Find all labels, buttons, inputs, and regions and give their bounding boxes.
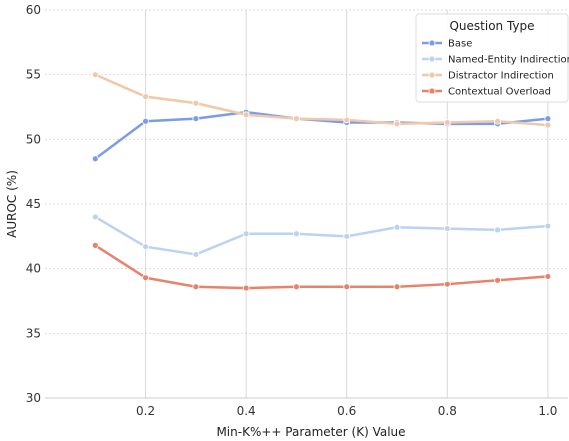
data-point	[494, 117, 501, 125]
legend-items: Base Named-Entity Indirection Distractor I…	[422, 39, 569, 98]
data-point	[494, 276, 501, 284]
data-point	[544, 273, 552, 280]
data-point	[443, 119, 451, 126]
series-contextual-overload	[91, 241, 552, 292]
legend-item: Distractor Indirection	[422, 71, 554, 82]
data-point	[393, 223, 401, 231]
legend-marker	[428, 39, 436, 47]
legend-title: Question Type	[449, 19, 534, 33]
x-axis-ticks: 0.2 0.4 0.6 0.8 1.0	[136, 404, 557, 418]
data-point	[142, 243, 149, 251]
series-base	[91, 108, 552, 163]
data-point	[192, 283, 200, 291]
x-tick-label: 0.6	[337, 404, 356, 418]
data-point	[544, 121, 552, 129]
legend-item: Contextual Overload	[422, 87, 551, 98]
data-point	[293, 230, 300, 238]
series-line-base	[94, 110, 550, 160]
legend: Question Type Base Named-Entity Indirecti…	[415, 13, 569, 103]
data-point	[91, 241, 99, 249]
data-point	[142, 93, 149, 101]
data-point	[343, 116, 351, 124]
data-point	[192, 99, 200, 107]
data-point	[242, 111, 250, 119]
series-named-entity-indirection	[91, 213, 552, 258]
data-point	[393, 120, 401, 128]
y-axis-ticks: 30 35 40 45 50 55 60	[26, 3, 41, 405]
data-point	[192, 251, 200, 258]
x-tick-label: 0.8	[438, 404, 457, 418]
data-point	[91, 71, 99, 79]
y-tick-label: 60	[26, 3, 41, 17]
series-line-contextual-overload	[94, 244, 550, 290]
data-point	[242, 284, 250, 292]
legend-item: Base	[422, 39, 472, 50]
x-tick-label: 0.2	[136, 404, 155, 418]
x-tick-label: 0.4	[237, 404, 256, 418]
series-lines	[91, 71, 552, 292]
data-point	[494, 226, 501, 234]
legend-box	[415, 13, 569, 103]
y-tick-label: 35	[26, 326, 41, 340]
y-tick-label: 30	[26, 391, 41, 405]
legend-marker	[428, 87, 436, 95]
y-tick-label: 55	[26, 68, 41, 82]
data-point	[443, 280, 451, 288]
data-point	[142, 274, 149, 282]
series-line-named-entity-indirection	[94, 215, 550, 256]
legend-marker	[428, 71, 436, 79]
data-point	[343, 232, 351, 240]
x-tick-label: 1.0	[538, 404, 557, 418]
legend-item: Named-Entity Indirection	[422, 55, 569, 66]
legend-label: Contextual Overload	[448, 87, 551, 98]
y-tick-label: 40	[26, 262, 41, 276]
data-point	[91, 213, 99, 221]
data-point	[443, 225, 451, 232]
data-point	[91, 155, 99, 163]
data-point	[544, 222, 552, 230]
series-line-distractor-indirection	[94, 73, 550, 127]
y-tick-label: 50	[26, 132, 41, 146]
x-axis-label: Min-K%++ Parameter (K) Value	[216, 425, 405, 439]
legend-label: Distractor Indirection	[448, 71, 554, 82]
data-point	[343, 283, 351, 291]
data-point	[393, 283, 401, 291]
data-point	[142, 117, 149, 125]
data-point	[192, 115, 200, 123]
legend-marker	[428, 55, 436, 63]
legend-label: Base	[448, 39, 472, 50]
data-point	[293, 115, 300, 123]
series-distractor-indirection	[91, 71, 552, 129]
data-point	[544, 115, 552, 123]
data-point	[293, 283, 300, 291]
y-axis-label: AUROC (%)	[5, 170, 19, 238]
data-point	[242, 230, 250, 238]
legend-label: Named-Entity Indirection	[448, 55, 569, 66]
y-tick-label: 45	[26, 197, 41, 211]
